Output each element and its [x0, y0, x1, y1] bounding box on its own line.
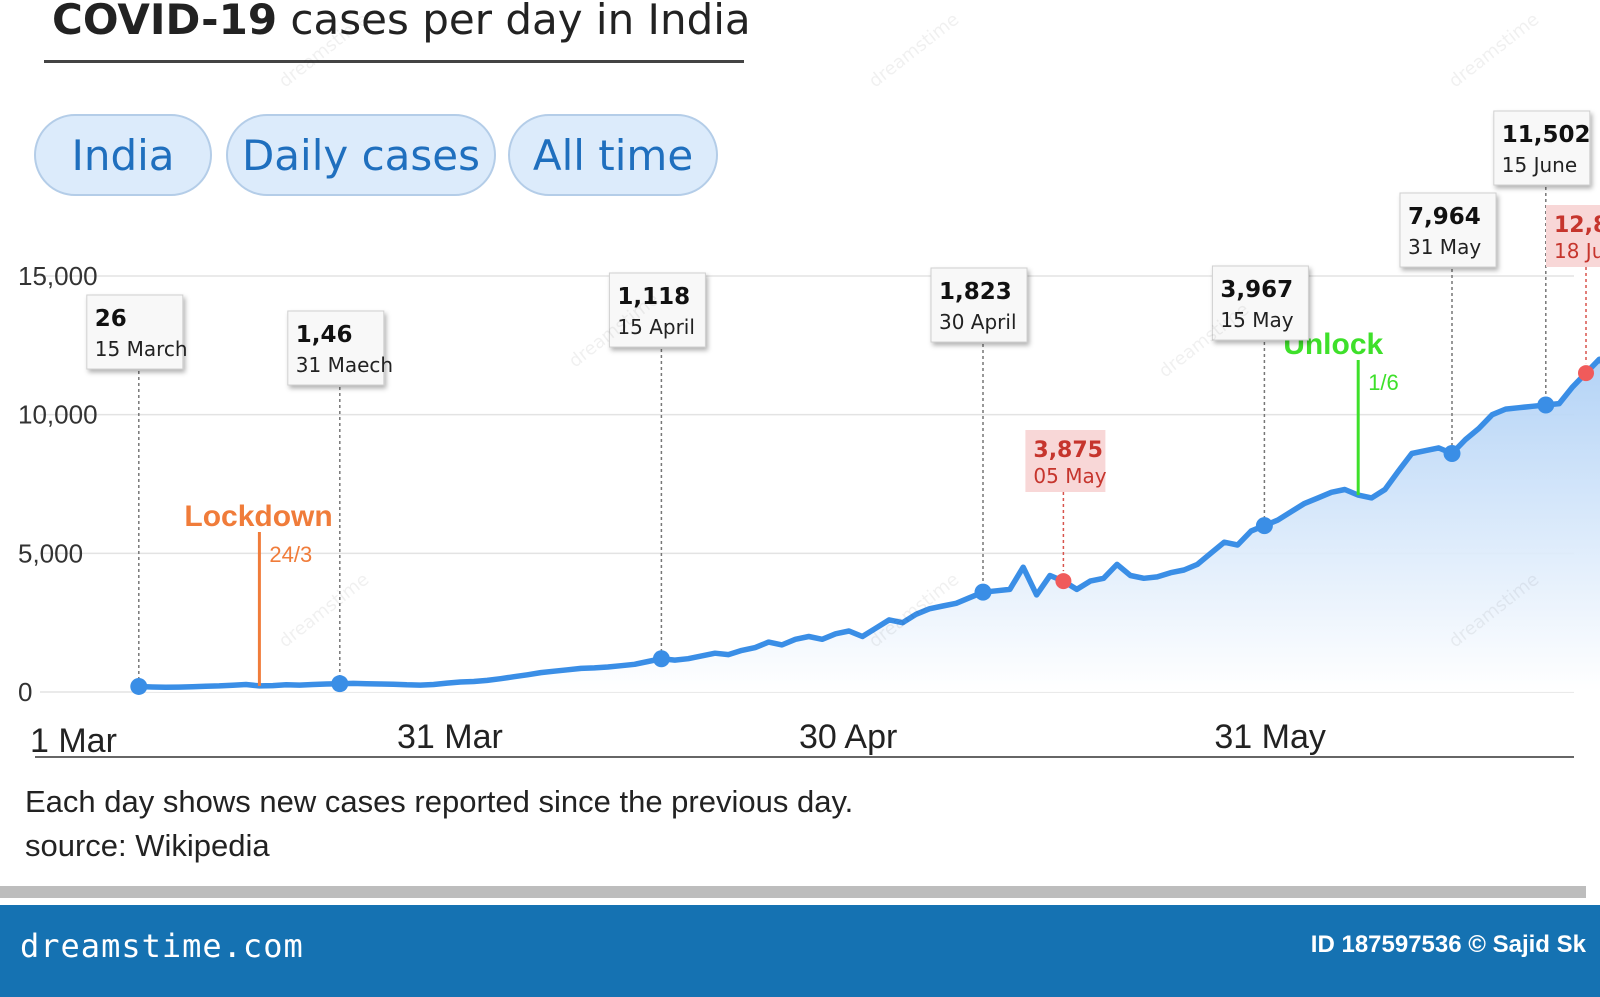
callout: 1,118 15 April — [608, 272, 706, 668]
series-line — [136, 356, 1600, 691]
callout-box — [930, 267, 1028, 343]
callout-marker — [1578, 365, 1594, 382]
callout-date: 31 Maech — [296, 353, 393, 377]
daily-cases-chart: 0 5,000 10,000 15,000 1 Mar 31 Mar 30 Apr 31 Ma… — [18, 110, 1600, 760]
dreamstime-logo: dreamstime.com — [20, 927, 304, 965]
callout-box — [1546, 205, 1600, 267]
annotation-sublabel: 1/6 — [1368, 370, 1399, 395]
callout-marker — [1443, 444, 1461, 462]
callout-marker — [1537, 396, 1555, 414]
callout-date: 15 June — [1502, 153, 1577, 177]
callout-date: 05 May — [1033, 464, 1106, 488]
chart-title-rest: cases per day in India — [277, 0, 751, 44]
callout-date: 15 May — [1220, 308, 1293, 332]
y-tick-label: 15,000 — [18, 261, 98, 291]
chart-source: source: Wikipedia — [25, 828, 270, 863]
callout: 7,964 31 May — [1399, 192, 1497, 462]
callout-date: 31 May — [1408, 235, 1481, 259]
annotation-sublabel: 24/3 — [269, 542, 312, 567]
callout-box — [1211, 265, 1309, 341]
callout-value: 1,118 — [617, 284, 690, 310]
x-tick-label: 31 Mar — [397, 718, 503, 756]
x-tick-label: 30 Apr — [799, 718, 897, 756]
callout-marker — [130, 677, 148, 695]
callout-box — [1493, 110, 1591, 186]
callout-value: 3,967 — [1220, 277, 1293, 303]
chart-title-bold: COVID-19 — [52, 0, 278, 44]
callout-value: 1,46 — [296, 322, 353, 348]
stock-footer-bar: dreamstime.com ID 187597536 © Sajid Sk — [0, 905, 1600, 997]
callout-box — [608, 272, 706, 348]
callout-box — [1025, 430, 1106, 492]
callout-value: 1,823 — [939, 279, 1012, 305]
callout-marker — [1255, 517, 1273, 535]
x-tick-label: 1 Mar — [30, 722, 117, 760]
callout: 11,502 15 June — [1493, 110, 1591, 414]
annotation-label: Lockdown — [184, 500, 332, 533]
chart-title: COVID-19 cases per day in India — [52, 0, 751, 46]
callout-marker — [331, 675, 349, 693]
footer-divider — [0, 886, 1586, 898]
y-tick-label: 5,000 — [18, 538, 83, 568]
callout: 12,88118 June — [1546, 205, 1600, 382]
callout-box — [86, 294, 184, 370]
callout-value: 3,875 — [1033, 438, 1103, 463]
image-credit: ID 187597536 © Sajid Sk — [1310, 931, 1586, 958]
metric-filter-button[interactable]: Daily cases — [226, 114, 496, 196]
series-area-fill — [138, 359, 1600, 692]
time-range-filter-button[interactable]: All time — [508, 114, 718, 196]
callout-value: 26 — [95, 306, 127, 332]
callout: 1,46 31 Maech — [287, 310, 393, 693]
callout: 3,967 15 May — [1211, 265, 1309, 535]
callout-box — [1399, 192, 1497, 268]
callout-value: 12,881 — [1554, 213, 1600, 238]
callout-marker — [652, 650, 670, 668]
callout-marker — [1055, 573, 1072, 590]
callout-date: 15 April — [617, 315, 695, 339]
callout: 26 15 March — [86, 294, 188, 695]
callout-box — [287, 310, 385, 386]
callout: 1,823 30 April — [930, 267, 1028, 601]
callout-value: 7,964 — [1408, 204, 1481, 230]
chart-description: Each day shows new cases reported since … — [25, 784, 854, 819]
title-underline — [44, 60, 744, 63]
callout-date: 18 June — [1554, 239, 1600, 263]
x-tick-label: 31 May — [1214, 718, 1326, 756]
y-tick-label: 10,000 — [18, 400, 98, 430]
callout-date: 30 April — [939, 310, 1017, 334]
region-filter-button[interactable]: India — [34, 114, 212, 196]
callout-date: 15 March — [95, 337, 188, 361]
y-tick-label: 0 — [18, 677, 32, 707]
callout-marker — [974, 583, 992, 601]
callout-value: 11,502 — [1502, 122, 1591, 148]
